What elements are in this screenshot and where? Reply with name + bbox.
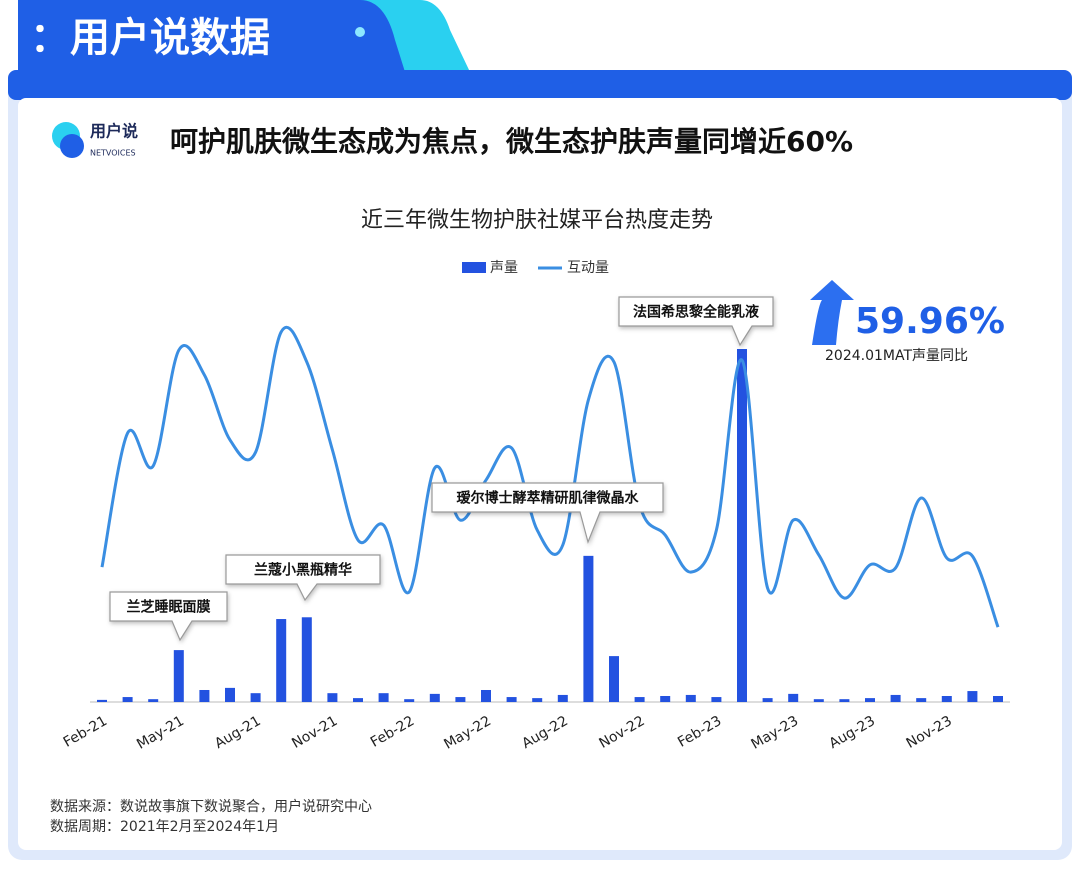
bar [609, 656, 619, 702]
bar [276, 619, 287, 702]
bar [634, 697, 645, 702]
bar [353, 698, 363, 702]
callout-text: 瑷尔博士酵萃精研肌律微晶水 [457, 490, 640, 507]
bar [967, 691, 978, 702]
callout-text: 兰蔻小黑瓶精华 [254, 562, 352, 579]
bar [481, 689, 491, 702]
legend-label: 互动量 [567, 260, 609, 276]
callout-text: 兰芝睡眠面膜 [127, 599, 211, 616]
bar [557, 694, 568, 702]
bar [173, 650, 184, 702]
bar [378, 693, 389, 702]
bar [813, 699, 824, 702]
period: 数据周期：2021年2月至2024年1月 [50, 819, 279, 835]
bar [225, 687, 235, 702]
bar [506, 697, 517, 702]
banner-dot [355, 27, 365, 37]
callout-box [618, 296, 774, 347]
bar [148, 699, 159, 702]
highlight-caption: 2024.01MAT声量同比 [825, 348, 968, 364]
banner-bar [8, 70, 1072, 100]
logo-sub: NETVOICES [90, 149, 136, 158]
bar [301, 617, 312, 702]
bar [865, 698, 875, 702]
bar [839, 699, 850, 702]
bar [660, 695, 671, 702]
bar [941, 695, 952, 702]
headline: 呵护肌肤微生态成为焦点，微生态护肤声量同增近60% [170, 125, 853, 158]
bar [890, 694, 901, 702]
bar [711, 697, 722, 702]
bar [199, 689, 210, 702]
bar [250, 693, 261, 702]
bar [737, 349, 747, 702]
bar [327, 693, 338, 702]
legend-swatch [462, 262, 486, 273]
bar [916, 698, 927, 702]
bar [532, 698, 543, 702]
line [100, 325, 1000, 628]
highlight-value: 59.96% [855, 301, 1005, 342]
bar [685, 694, 696, 702]
bar [583, 555, 594, 702]
banner-tab [18, 0, 405, 72]
bar [97, 699, 107, 702]
bar [404, 699, 415, 702]
bar [993, 695, 1003, 702]
bar [429, 693, 440, 702]
callout-box [225, 554, 381, 602]
callout-text: 法国希思黎全能乳液 [633, 304, 760, 321]
chart-title: 近三年微生物护肤社媒平台热度走势 [361, 208, 713, 233]
callout-box [431, 482, 664, 544]
bar [762, 698, 773, 702]
bar [788, 693, 799, 702]
callout-box [109, 591, 228, 642]
logo-text: 用户说 [90, 122, 138, 141]
logo-icon [52, 122, 84, 158]
banner-title: ：用户说数据 [30, 15, 270, 61]
bar [122, 697, 133, 702]
up-arrow [810, 280, 854, 345]
legend-label: 声量 [490, 260, 518, 276]
bar [455, 697, 466, 702]
source: 数据来源：数说故事旗下数说聚合，用户说研究中心 [50, 798, 372, 815]
